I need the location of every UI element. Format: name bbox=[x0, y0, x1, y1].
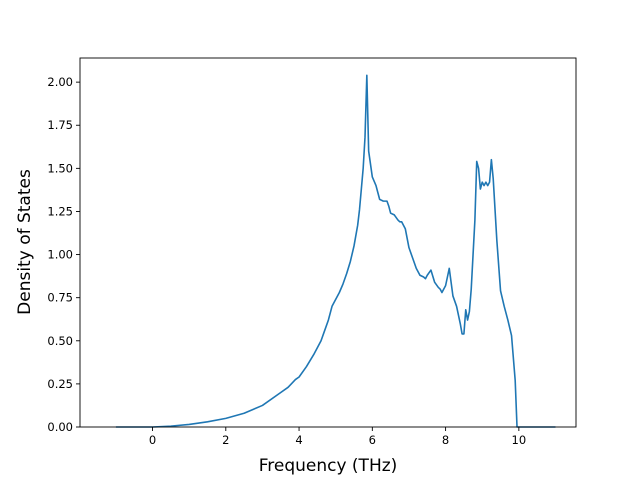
x-axis-ticks: 0 2 4 6 8 10 bbox=[149, 427, 526, 447]
dos-series-line bbox=[115, 74, 556, 428]
axes-frame bbox=[79, 57, 577, 428]
plot-area bbox=[79, 57, 577, 428]
x-tick-label: 6 bbox=[369, 433, 376, 447]
y-axis-label: Density of States bbox=[15, 169, 35, 315]
x-tick-label: 10 bbox=[512, 433, 527, 447]
y-axis-ticks: 0.00 0.25 0.50 0.75 1.00 1.25 1.50 1.75 2.00 bbox=[47, 75, 80, 434]
x-tick-label: 0 bbox=[149, 433, 156, 447]
y-tick-label: 0.25 bbox=[47, 377, 73, 391]
y-tick-label: 1.25 bbox=[47, 204, 73, 218]
y-tick-label: 0.50 bbox=[47, 334, 73, 348]
x-axis-label: Frequency (THz) bbox=[259, 456, 398, 476]
y-tick-label: 2.00 bbox=[47, 75, 73, 89]
y-tick-label: 0.75 bbox=[47, 291, 73, 305]
y-tick-label: 1.50 bbox=[47, 161, 73, 175]
y-tick-label: 1.00 bbox=[47, 248, 73, 262]
x-tick-label: 4 bbox=[295, 433, 302, 447]
y-tick-label: 1.75 bbox=[47, 118, 73, 132]
y-tick-label: 0.00 bbox=[47, 420, 73, 434]
x-tick-label: 8 bbox=[442, 433, 449, 447]
x-tick-label: 2 bbox=[222, 433, 229, 447]
